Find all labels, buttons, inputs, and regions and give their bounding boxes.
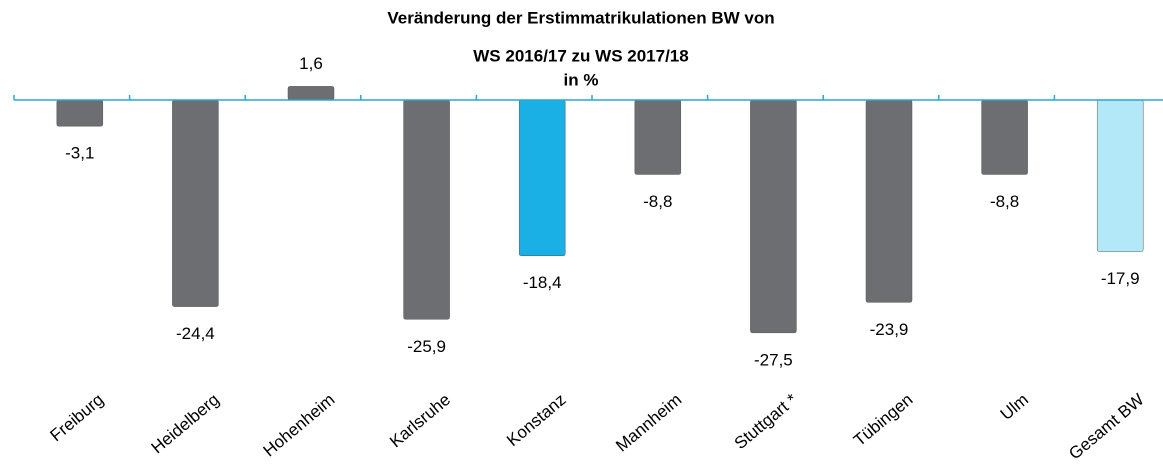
- data-label: -18,4: [523, 273, 562, 292]
- x-tick-label: Tübingen: [850, 390, 917, 450]
- data-label: -27,5: [754, 350, 793, 369]
- chart-title: Veränderung der Erstimmatrikulationen BW…: [387, 8, 774, 27]
- bar: [403, 99, 450, 320]
- x-tick-label: Stuttgart *: [731, 390, 801, 453]
- data-label: -17,9: [1101, 269, 1140, 288]
- data-label: -8,8: [643, 192, 672, 211]
- bar: [750, 99, 797, 334]
- x-tick-label: Karlsruhe: [386, 390, 454, 451]
- bar: [634, 99, 682, 175]
- bar: [56, 99, 104, 127]
- data-label: -8,8: [990, 192, 1019, 211]
- x-tick-label: Mannheim: [612, 390, 685, 456]
- bar: [865, 99, 913, 303]
- chart-title: WS 2016/17 zu WS 2017/18: [473, 46, 688, 65]
- data-label: -3,1: [65, 144, 94, 163]
- x-tick-label: Freiburg: [47, 390, 108, 445]
- bar: [172, 99, 219, 307]
- x-tick-label: Heidelberg: [148, 390, 223, 457]
- bar: [1096, 99, 1144, 252]
- data-label: -25,9: [407, 337, 446, 356]
- x-tick-label: Konstanz: [503, 390, 570, 450]
- bar: [287, 86, 335, 101]
- bar: [518, 99, 566, 257]
- x-tick-label: Ulm: [997, 390, 1032, 424]
- data-label: -24,4: [176, 324, 215, 343]
- x-tick-label: Hohenheim: [260, 390, 339, 460]
- chart-title: in %: [564, 70, 599, 89]
- x-tick-label: Gesamt BW: [1065, 390, 1147, 463]
- data-label: 1,6: [299, 54, 323, 73]
- data-label: -23,9: [870, 320, 909, 339]
- bar: [981, 99, 1028, 175]
